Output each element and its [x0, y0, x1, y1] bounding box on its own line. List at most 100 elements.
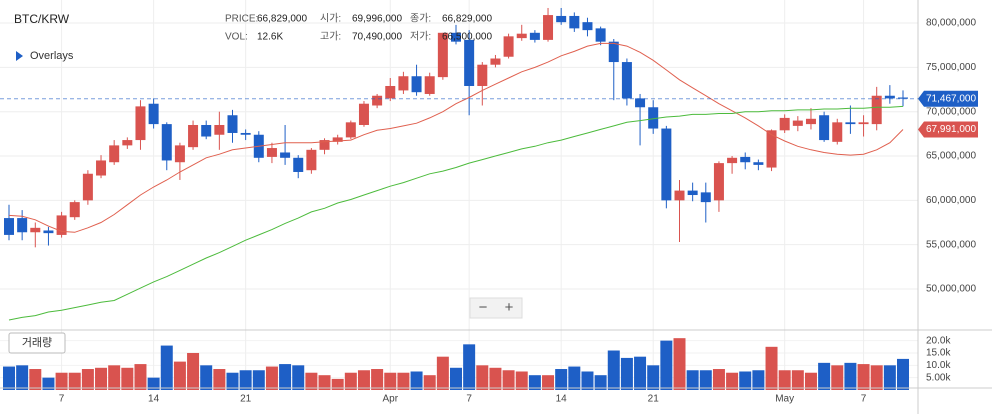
- candle-body: [385, 85, 396, 99]
- candle-body: [96, 160, 107, 176]
- candle-body: [713, 163, 724, 201]
- zoom-out[interactable]: −: [479, 299, 488, 316]
- candle-body: [424, 76, 435, 94]
- candle-body: [700, 192, 711, 203]
- candle-body: [753, 162, 764, 165]
- candle-body: [358, 103, 369, 125]
- candle-body: [543, 15, 554, 40]
- candle-body: [819, 115, 830, 141]
- volume-bar: [581, 371, 594, 390]
- volume-bar: [384, 372, 397, 390]
- candle-body: [674, 190, 685, 201]
- volume-bar: [857, 364, 870, 390]
- candle-body: [161, 124, 172, 161]
- volume-bar: [739, 371, 752, 390]
- price-label-box: [918, 121, 978, 138]
- candle-body: [201, 124, 212, 137]
- volume-bar: [147, 377, 160, 390]
- candle-body: [345, 122, 356, 138]
- volume-bar: [423, 375, 436, 390]
- volume-bar: [213, 369, 226, 390]
- candle-body: [398, 76, 409, 91]
- volume-bar: [108, 365, 121, 390]
- volume-bar: [673, 338, 686, 390]
- volume-bar: [528, 375, 541, 390]
- volume-bar: [804, 372, 817, 390]
- volume-bar: [187, 352, 200, 390]
- volume-bar: [476, 365, 489, 390]
- x-tick-label: 7: [861, 394, 867, 405]
- zoom-box: [469, 297, 523, 319]
- overlays-icon[interactable]: [16, 51, 23, 61]
- volume-bar: [29, 369, 42, 390]
- volume-bar: [791, 370, 804, 390]
- volume-bar: [778, 370, 791, 390]
- candle-body: [451, 32, 461, 42]
- volume-bar: [3, 366, 15, 390]
- y-tick-label: 75,000,000: [926, 62, 976, 73]
- volume-bar: [897, 358, 909, 390]
- x-tick-label: 14: [148, 394, 160, 405]
- overlays-toggle[interactable]: Overlays: [30, 50, 74, 62]
- volume-bar: [68, 372, 81, 390]
- volume-bar: [515, 371, 528, 390]
- zoom-in[interactable]: +: [505, 299, 514, 316]
- volume-label: 거래량: [22, 336, 52, 349]
- x-tick-label: 7: [466, 394, 472, 405]
- y-tick-label: 65,000,000: [926, 151, 976, 162]
- volume-bar: [42, 377, 55, 390]
- candle-body: [871, 95, 882, 125]
- marks: [0, 7, 918, 390]
- volume-label-box: [8, 332, 66, 354]
- moving-average: [8, 105, 904, 321]
- candle-body: [556, 15, 567, 23]
- candle-body: [648, 107, 659, 129]
- volume-bar: [542, 375, 555, 390]
- x-tick-label: Apr: [382, 394, 398, 405]
- candle-body: [109, 145, 120, 163]
- candle-body: [805, 118, 816, 125]
- volume-tick-label: 15.0k: [926, 348, 951, 359]
- candle-body: [280, 152, 291, 158]
- info-label: VOL:: [225, 32, 248, 43]
- volume-bar: [357, 370, 370, 390]
- y-tick-label: 55,000,000: [926, 239, 976, 250]
- price-label: 67,991,000: [926, 124, 976, 135]
- y-tick-label: 50,000,000: [926, 284, 976, 295]
- candle-body: [266, 148, 277, 157]
- volume-bar: [607, 350, 620, 390]
- info-value: 66,500,000: [442, 32, 492, 43]
- candle-body: [884, 95, 895, 99]
- candle-body: [135, 106, 146, 141]
- volume-bar: [344, 372, 357, 390]
- candle-body: [898, 97, 908, 99]
- candle-body: [858, 122, 869, 125]
- chart-title: BTC/KRW: [14, 12, 70, 26]
- candle-body: [792, 120, 803, 126]
- candle-body: [122, 140, 133, 146]
- volume-bar: [844, 362, 857, 390]
- volume-tick-label: 5.00k: [926, 372, 951, 383]
- candle-body: [832, 122, 843, 142]
- candle-body: [227, 115, 238, 133]
- candle-body: [529, 32, 540, 40]
- volume-bar: [410, 371, 423, 390]
- volume-bar: [883, 365, 896, 390]
- volume-bar: [660, 340, 673, 390]
- candle-body: [240, 132, 251, 135]
- volume-bar: [200, 365, 213, 390]
- candle-body: [687, 190, 698, 196]
- candle-body: [293, 157, 304, 172]
- info-value: 70,490,000: [352, 32, 402, 43]
- volume-bar: [331, 378, 344, 390]
- volume-bar: [292, 365, 305, 390]
- volume-bar: [686, 370, 699, 390]
- candle-body: [214, 124, 225, 135]
- volume-bar: [870, 365, 883, 390]
- volume-bar: [55, 372, 68, 390]
- info-label: 고가:: [320, 31, 341, 43]
- volume-bar: [160, 345, 173, 390]
- candle-body: [437, 32, 448, 78]
- info-value: 12.6K: [257, 32, 283, 43]
- volume-bar: [568, 366, 581, 390]
